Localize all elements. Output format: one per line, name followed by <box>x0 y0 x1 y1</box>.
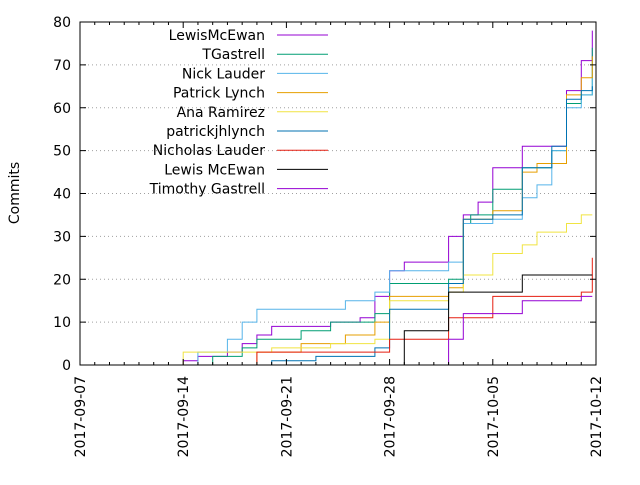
legend-label-ana-ramirez: Ana Ramirez <box>177 105 265 121</box>
x-tick-label: 2017-09-28 <box>383 376 399 457</box>
legend-label-patrick-lynch: Patrick Lynch <box>173 86 265 102</box>
series-line-patrickjhlynch <box>256 86 593 366</box>
series-line-patrick-lynch <box>242 56 593 366</box>
x-tick-label: 2017-09-14 <box>176 376 192 457</box>
y-tick-label: 40 <box>53 187 71 203</box>
series-line-ana-ramirez <box>168 214 593 366</box>
y-tick-label: 30 <box>53 229 71 245</box>
series-lines <box>168 30 593 366</box>
y-tick-label: 0 <box>62 358 71 374</box>
legend-label-patrickjhlynch: patrickjhlynch <box>166 124 265 140</box>
legend-label-tgastrell: TGastrell <box>201 47 265 63</box>
x-tick-label: 2017-09-21 <box>279 376 295 457</box>
y-tick-label: 20 <box>53 272 71 288</box>
legend: LewisMcEwan TGastrell Nick Lauder Patrick L… <box>149 28 328 198</box>
x-tick-label: 2017-09-07 <box>73 376 89 457</box>
y-tick-label: 50 <box>53 144 71 160</box>
x-tick-label: 2017-10-05 <box>486 376 502 457</box>
legend-label-nicholas-lauder: Nicholas Lauder <box>153 143 265 159</box>
y-tick-label: 80 <box>53 15 71 31</box>
y-tick-label: 60 <box>53 101 71 117</box>
series-line-lewis-mcewan <box>389 274 593 366</box>
legend-label-lewis-mcewan: Lewis McEwan <box>164 162 265 178</box>
series-line-nick-lauder <box>183 64 593 366</box>
axis-ticks: 0 10 20 30 40 50 60 70 80 2017-09-07 2017-09-14 201… <box>53 15 605 457</box>
x-tick-label: 2017-10-12 <box>589 376 605 457</box>
y-axis-label: Commits <box>7 162 23 224</box>
legend-label-lewismcewan: LewisMcEwan <box>169 28 265 44</box>
series-line-timothy-gastrell <box>389 295 593 366</box>
y-tick-label: 10 <box>53 315 71 331</box>
legend-label-nick-lauder: Nick Lauder <box>182 66 265 82</box>
legend-label-timothy-gastrell: Timothy Gastrell <box>149 182 265 198</box>
series-line-nicholas-lauder <box>242 257 593 366</box>
y-tick-label: 70 <box>53 58 71 74</box>
